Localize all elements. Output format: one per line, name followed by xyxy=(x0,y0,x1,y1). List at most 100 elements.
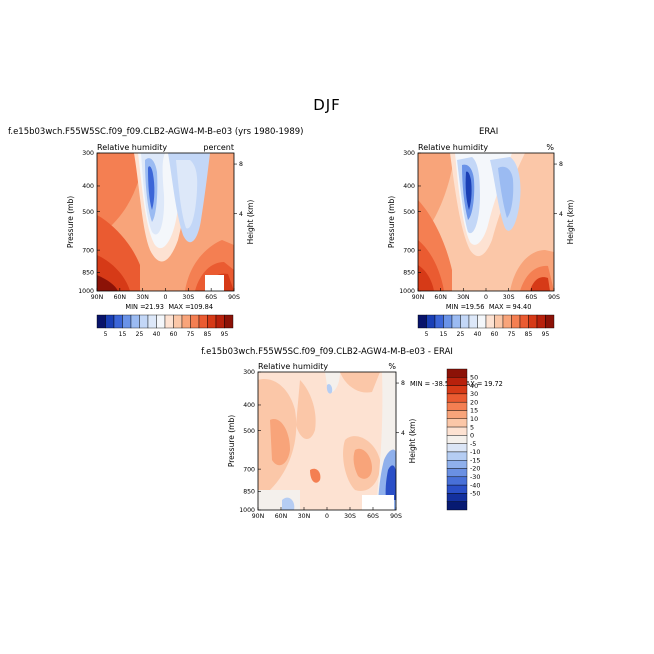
obs-colorbar-label: 85 xyxy=(525,331,533,338)
difference-y-tick-label: 300 xyxy=(243,369,255,376)
difference-max-value: 19.72 xyxy=(484,380,503,388)
difference-colorbar-label: 20 xyxy=(470,398,478,406)
difference-height-tick-label: 8 xyxy=(401,380,405,387)
difference-colorbar-label: 10 xyxy=(470,415,478,423)
model-colorbar-swatch xyxy=(113,314,123,329)
difference-colorbar-swatch xyxy=(446,484,468,494)
difference-colorbar-swatch xyxy=(446,476,468,486)
model-colorbar-label: 25 xyxy=(136,331,144,338)
model-x-tick-label: 90S xyxy=(228,294,240,301)
obs-colorbar-label: 5 xyxy=(425,331,429,338)
model-colorbar-swatch xyxy=(198,314,208,329)
model-max-label: MAX = xyxy=(168,303,190,311)
obs-max-label: MAX = xyxy=(489,303,511,311)
difference-colorbar-swatch xyxy=(446,468,468,478)
difference-colorbar-label: -15 xyxy=(470,456,480,464)
model-colorbar-label: 15 xyxy=(119,331,127,338)
obs-x-tick-label: 0 xyxy=(484,294,488,301)
obs-x-tick-label: 60N xyxy=(434,294,447,301)
obs-x-tick-label: 90S xyxy=(548,294,560,301)
model-y2label: Height (km) xyxy=(246,200,255,245)
model-variable-label: Relative humidity xyxy=(97,143,167,152)
difference-heatmap-plot xyxy=(257,371,397,511)
difference-units-label: % xyxy=(388,362,396,371)
difference-colorbar-label: -40 xyxy=(470,481,480,489)
model-colorbar-swatch xyxy=(122,314,132,329)
obs-colorbar-label: 40 xyxy=(474,331,482,338)
difference-ylabel: Pressure (mb) xyxy=(227,415,236,467)
difference-x-tick-label: 60S xyxy=(367,513,379,520)
obs-ylabel: Pressure (mb) xyxy=(387,196,396,248)
obs-colorbar-swatch xyxy=(477,314,487,329)
model-ylabel: Pressure (mb) xyxy=(66,196,75,248)
obs-x-tick-label: 60S xyxy=(525,294,537,301)
model-colorbar-swatch xyxy=(147,314,157,329)
model-colorbar-swatch xyxy=(190,314,200,329)
obs-colorbar-swatch xyxy=(502,314,512,329)
obs-height-tick-label: 8 xyxy=(559,161,563,168)
model-max-value: 109.84 xyxy=(190,303,213,311)
difference-colorbar-swatch xyxy=(446,426,468,436)
difference-x-tick-label: 30S xyxy=(344,513,356,520)
difference-x-tick-label: 60N xyxy=(275,513,288,520)
difference-colorbar-swatch xyxy=(446,368,468,378)
obs-colorbar-swatch xyxy=(417,314,427,329)
obs-colorbar-swatch xyxy=(511,314,521,329)
difference-colorbar-label: -50 xyxy=(470,490,480,498)
model-panel-title: f.e15b03wch.F55W5SC.f09_f09.CLB2-AGW4-M-… xyxy=(8,127,304,137)
difference-x-tick-label: 30N xyxy=(298,513,311,520)
obs-min-label: MIN = xyxy=(446,303,466,311)
difference-colorbar-label: -5 xyxy=(470,440,476,448)
model-colorbar-swatch xyxy=(130,314,140,329)
obs-contour-field xyxy=(418,153,554,291)
obs-y-tick-label: 300 xyxy=(403,150,415,157)
obs-colorbar-swatch xyxy=(443,314,453,329)
obs-y-tick-label: 1000 xyxy=(399,288,415,295)
difference-colorbar-label: -20 xyxy=(470,465,480,473)
model-y-tick-label: 850 xyxy=(82,270,94,277)
difference-min-label: MIN = xyxy=(410,380,430,388)
difference-x-tick-label: 90N xyxy=(252,513,265,520)
obs-colorbar-swatch xyxy=(468,314,478,329)
obs-max-value: 94.40 xyxy=(513,303,532,311)
difference-colorbar-swatch xyxy=(446,410,468,419)
difference-x-tick-label: 90S xyxy=(390,513,402,520)
obs-x-tick-label: 30S xyxy=(503,294,515,301)
difference-colorbar-swatch xyxy=(446,401,468,411)
obs-units-label: % xyxy=(546,143,554,152)
difference-y-tick-label: 500 xyxy=(243,428,255,435)
model-y-tick-label: 400 xyxy=(82,183,94,190)
obs-x-tick-label: 30N xyxy=(457,294,470,301)
difference-x-tick-label: 0 xyxy=(325,513,329,520)
model-colorbar-swatch xyxy=(96,314,106,329)
model-height-tick-label: 8 xyxy=(239,161,243,168)
difference-y-tick-label: 850 xyxy=(243,489,255,496)
model-colorbar-swatch xyxy=(139,314,149,329)
obs-colorbar-swatch xyxy=(451,314,461,329)
difference-colorbar-swatch xyxy=(446,443,468,453)
obs-colorbar-swatch xyxy=(434,314,444,329)
obs-colorbar-swatch xyxy=(536,314,546,329)
obs-colorbar-label: 15 xyxy=(440,331,448,338)
model-colorbar-swatch xyxy=(207,314,217,329)
obs-min-value: 19.56 xyxy=(466,303,485,311)
model-colorbar-label: 85 xyxy=(204,331,212,338)
model-contour-field xyxy=(97,153,234,291)
difference-colorbar-swatch xyxy=(446,460,468,469)
obs-colorbar-swatch xyxy=(494,314,504,329)
model-colorbar-swatch xyxy=(164,314,174,329)
difference-colorbar-swatch xyxy=(446,385,468,395)
obs-colorbar-label: 60 xyxy=(491,331,499,338)
difference-colorbar-swatch xyxy=(446,451,468,461)
obs-colorbar-label: 75 xyxy=(508,331,516,338)
model-x-tick-label: 60N xyxy=(114,294,127,301)
model-colorbar-swatch xyxy=(156,314,166,329)
obs-colorbar-swatch xyxy=(460,314,470,329)
difference-colorbar-swatch xyxy=(446,493,468,502)
model-y-tick-label: 1000 xyxy=(78,288,94,295)
difference-colorbar-label: -30 xyxy=(470,473,480,481)
model-x-tick-label: 30S xyxy=(182,294,194,301)
difference-colorbar-swatch xyxy=(446,393,468,403)
obs-colorbar-swatch xyxy=(426,314,436,329)
model-colorbar-swatch xyxy=(224,314,234,329)
